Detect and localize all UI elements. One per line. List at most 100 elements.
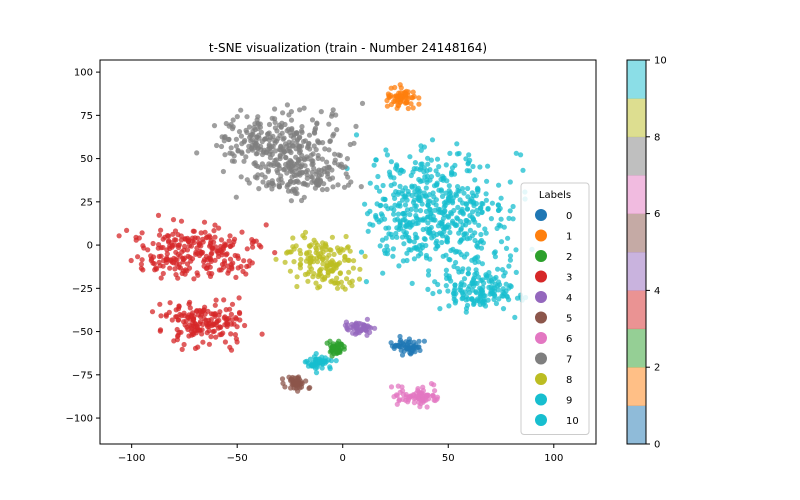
scatter-point bbox=[160, 263, 166, 269]
scatter-point bbox=[407, 154, 413, 160]
scatter-point bbox=[182, 313, 188, 319]
scatter-point bbox=[170, 217, 177, 223]
scatter-point bbox=[423, 397, 429, 403]
scatter-point bbox=[388, 231, 394, 237]
scatter-point bbox=[520, 167, 526, 173]
scatter-point bbox=[206, 328, 212, 334]
scatter-point bbox=[324, 255, 330, 261]
scatter-point bbox=[422, 174, 428, 180]
scatter-point bbox=[344, 276, 350, 282]
scatter-point bbox=[392, 195, 398, 201]
scatter-point bbox=[275, 169, 281, 176]
y-tick-label: 0 bbox=[87, 241, 93, 252]
scatter-point bbox=[419, 161, 425, 167]
scatter-point bbox=[327, 366, 333, 372]
scatter-point bbox=[230, 117, 236, 123]
scatter-point bbox=[480, 240, 486, 246]
scatter-point bbox=[250, 244, 256, 250]
scatter-point bbox=[187, 316, 193, 322]
scatter-point bbox=[230, 124, 236, 130]
scatter-point bbox=[254, 134, 260, 140]
scatter-point bbox=[377, 243, 383, 249]
scatter-point bbox=[424, 179, 430, 185]
scatter-point bbox=[466, 266, 472, 272]
scatter-point bbox=[489, 200, 495, 206]
scatter-point bbox=[135, 254, 141, 260]
scatter-point bbox=[288, 377, 294, 383]
scatter-point bbox=[241, 158, 247, 164]
scatter-point bbox=[416, 176, 422, 183]
scatter-point bbox=[286, 126, 292, 132]
scatter-point bbox=[206, 255, 212, 261]
scatter-point bbox=[150, 240, 156, 247]
scatter-point bbox=[505, 235, 511, 241]
scatter-point bbox=[288, 117, 295, 123]
legend-label: 9 bbox=[566, 396, 572, 407]
scatter-point bbox=[455, 187, 461, 194]
scatter-point bbox=[281, 135, 287, 141]
scatter-point bbox=[309, 162, 315, 168]
scatter-point bbox=[378, 217, 384, 223]
scatter-point bbox=[149, 309, 156, 315]
scatter-point bbox=[453, 298, 459, 304]
scatter-point bbox=[301, 105, 307, 111]
scatter-point bbox=[306, 249, 312, 255]
scatter-point bbox=[302, 229, 309, 235]
scatter-point bbox=[448, 210, 454, 216]
scatter-point bbox=[391, 345, 397, 351]
scatter-point bbox=[200, 239, 206, 245]
x-tick-label: 50 bbox=[442, 453, 455, 464]
scatter-point bbox=[446, 194, 452, 200]
scatter-point bbox=[443, 162, 449, 168]
scatter-point bbox=[454, 215, 460, 221]
scatter-point bbox=[329, 113, 335, 119]
scatter-point bbox=[485, 163, 491, 169]
scatter-point bbox=[427, 230, 433, 236]
scatter-point bbox=[392, 98, 398, 104]
scatter-point bbox=[330, 184, 336, 190]
scatter-point bbox=[396, 226, 402, 232]
scatter-point bbox=[266, 121, 273, 128]
scatter-point bbox=[185, 238, 192, 244]
scatter-point bbox=[430, 393, 436, 399]
scatter-point bbox=[302, 181, 308, 187]
scatter-point bbox=[496, 296, 502, 302]
scatter-point bbox=[335, 182, 341, 188]
scatter-point bbox=[479, 261, 485, 267]
scatter-point bbox=[198, 249, 204, 255]
legend-marker bbox=[535, 270, 547, 283]
scatter-point bbox=[172, 228, 179, 234]
scatter-point bbox=[464, 168, 470, 174]
scatter-point bbox=[417, 247, 423, 253]
scatter-point bbox=[492, 285, 498, 291]
y-axis-ticks: −100 −75 −50 −25 0 25 50 75 100 bbox=[66, 68, 100, 425]
scatter-point bbox=[311, 129, 317, 135]
scatter-point bbox=[166, 309, 172, 315]
scatter-point bbox=[393, 230, 399, 237]
scatter-point bbox=[467, 213, 473, 219]
scatter-point bbox=[232, 332, 238, 338]
scatter-point bbox=[288, 385, 294, 391]
x-tick-label: 100 bbox=[544, 453, 563, 464]
scatter-point bbox=[284, 170, 290, 176]
scatter-point bbox=[439, 239, 445, 246]
scatter-point bbox=[329, 167, 335, 173]
scatter-point bbox=[436, 289, 443, 295]
scatter-point bbox=[286, 112, 292, 118]
scatter-point bbox=[338, 279, 344, 285]
scatter-point bbox=[290, 235, 296, 241]
scatter-point bbox=[386, 169, 393, 175]
scatter-point bbox=[255, 114, 261, 120]
scatter-point bbox=[397, 170, 403, 176]
scatter-point bbox=[288, 198, 294, 204]
scatter-point bbox=[201, 219, 208, 225]
scatter-point bbox=[182, 267, 189, 273]
scatter-point bbox=[313, 171, 319, 177]
scatter-point bbox=[443, 267, 449, 273]
scatter-point bbox=[223, 307, 229, 313]
scatter-point bbox=[295, 388, 301, 394]
scatter-point bbox=[165, 233, 171, 239]
scatter-point bbox=[351, 258, 357, 264]
scatter-point bbox=[178, 329, 184, 335]
scatter-point bbox=[322, 146, 328, 152]
